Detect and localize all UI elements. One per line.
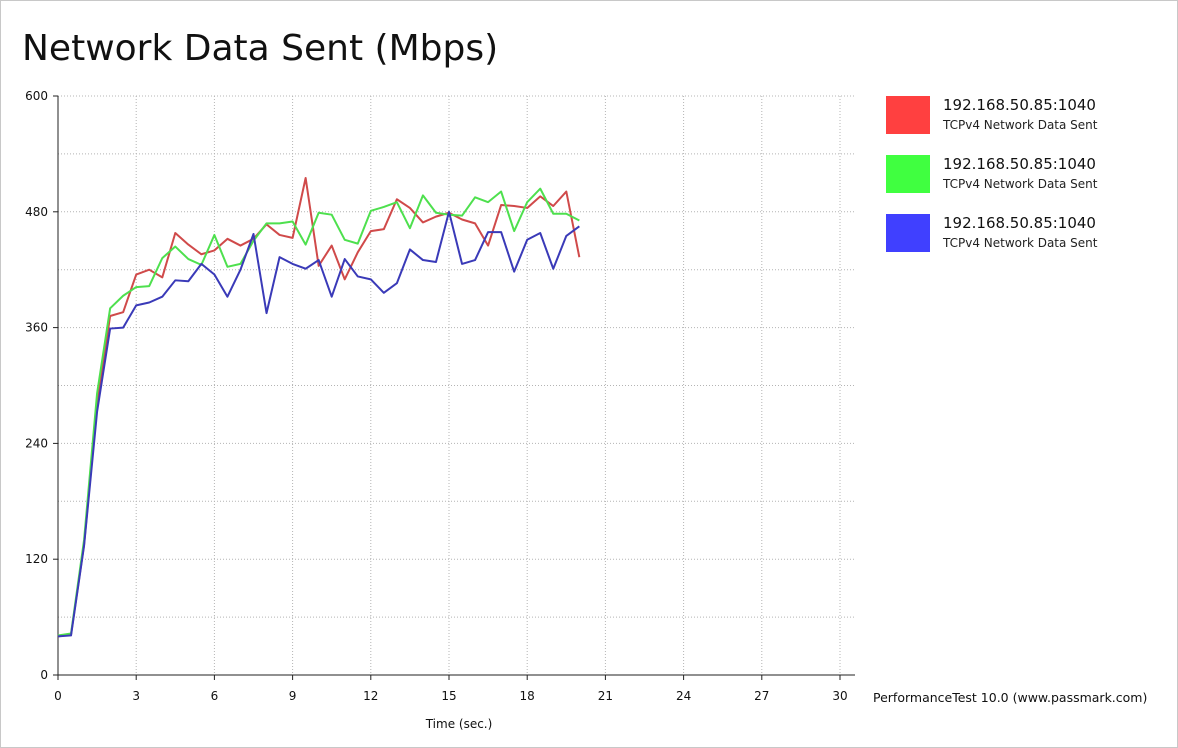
x-tick-label: 18	[520, 689, 535, 703]
chart-title: Network Data Sent (Mbps)	[22, 28, 499, 69]
footer-credit: PerformanceTest 10.0 (www.passmark.com)	[873, 690, 1148, 705]
y-tick-label: 240	[25, 436, 48, 450]
x-tick-label: 3	[132, 689, 140, 703]
y-tick-label: 360	[25, 321, 48, 335]
legend-swatch-3	[886, 214, 930, 252]
x-tick-label: 21	[598, 689, 613, 703]
legend-name-1: 192.168.50.85:1040	[943, 96, 1096, 114]
legend-item-1: 192.168.50.85:1040 TCPv4 Network Data Se…	[886, 96, 1146, 140]
legend-name-2: 192.168.50.85:1040	[943, 155, 1096, 173]
x-tick-label: 15	[441, 689, 456, 703]
series-line-3	[57, 210, 580, 638]
x-tick-label: 6	[211, 689, 219, 703]
legend-item-3: 192.168.50.85:1040 TCPv4 Network Data Se…	[886, 214, 1146, 258]
legend-swatch-1	[886, 96, 930, 134]
x-tick-label: 30	[832, 689, 847, 703]
legend-sub-3: TCPv4 Network Data Sent	[943, 236, 1098, 250]
legend-sub-2: TCPv4 Network Data Sent	[943, 177, 1098, 191]
x-tick-label: 27	[754, 689, 769, 703]
x-tick-label: 0	[54, 689, 62, 703]
x-axis-label: Time (sec.)	[425, 717, 493, 731]
legend-name-3: 192.168.50.85:1040	[943, 214, 1096, 232]
series-line-2	[57, 187, 580, 637]
x-tick-label: 12	[363, 689, 378, 703]
legend-item-2: 192.168.50.85:1040 TCPv4 Network Data Se…	[886, 155, 1146, 199]
x-tick-label: 24	[676, 689, 691, 703]
legend-sub-1: TCPv4 Network Data Sent	[943, 118, 1098, 132]
legend-swatch-2	[886, 155, 930, 193]
y-tick-label: 0	[40, 668, 48, 682]
x-tick-label: 9	[289, 689, 297, 703]
y-tick-label: 480	[25, 205, 48, 219]
y-tick-label: 120	[25, 552, 48, 566]
y-tick-label: 600	[25, 89, 48, 103]
